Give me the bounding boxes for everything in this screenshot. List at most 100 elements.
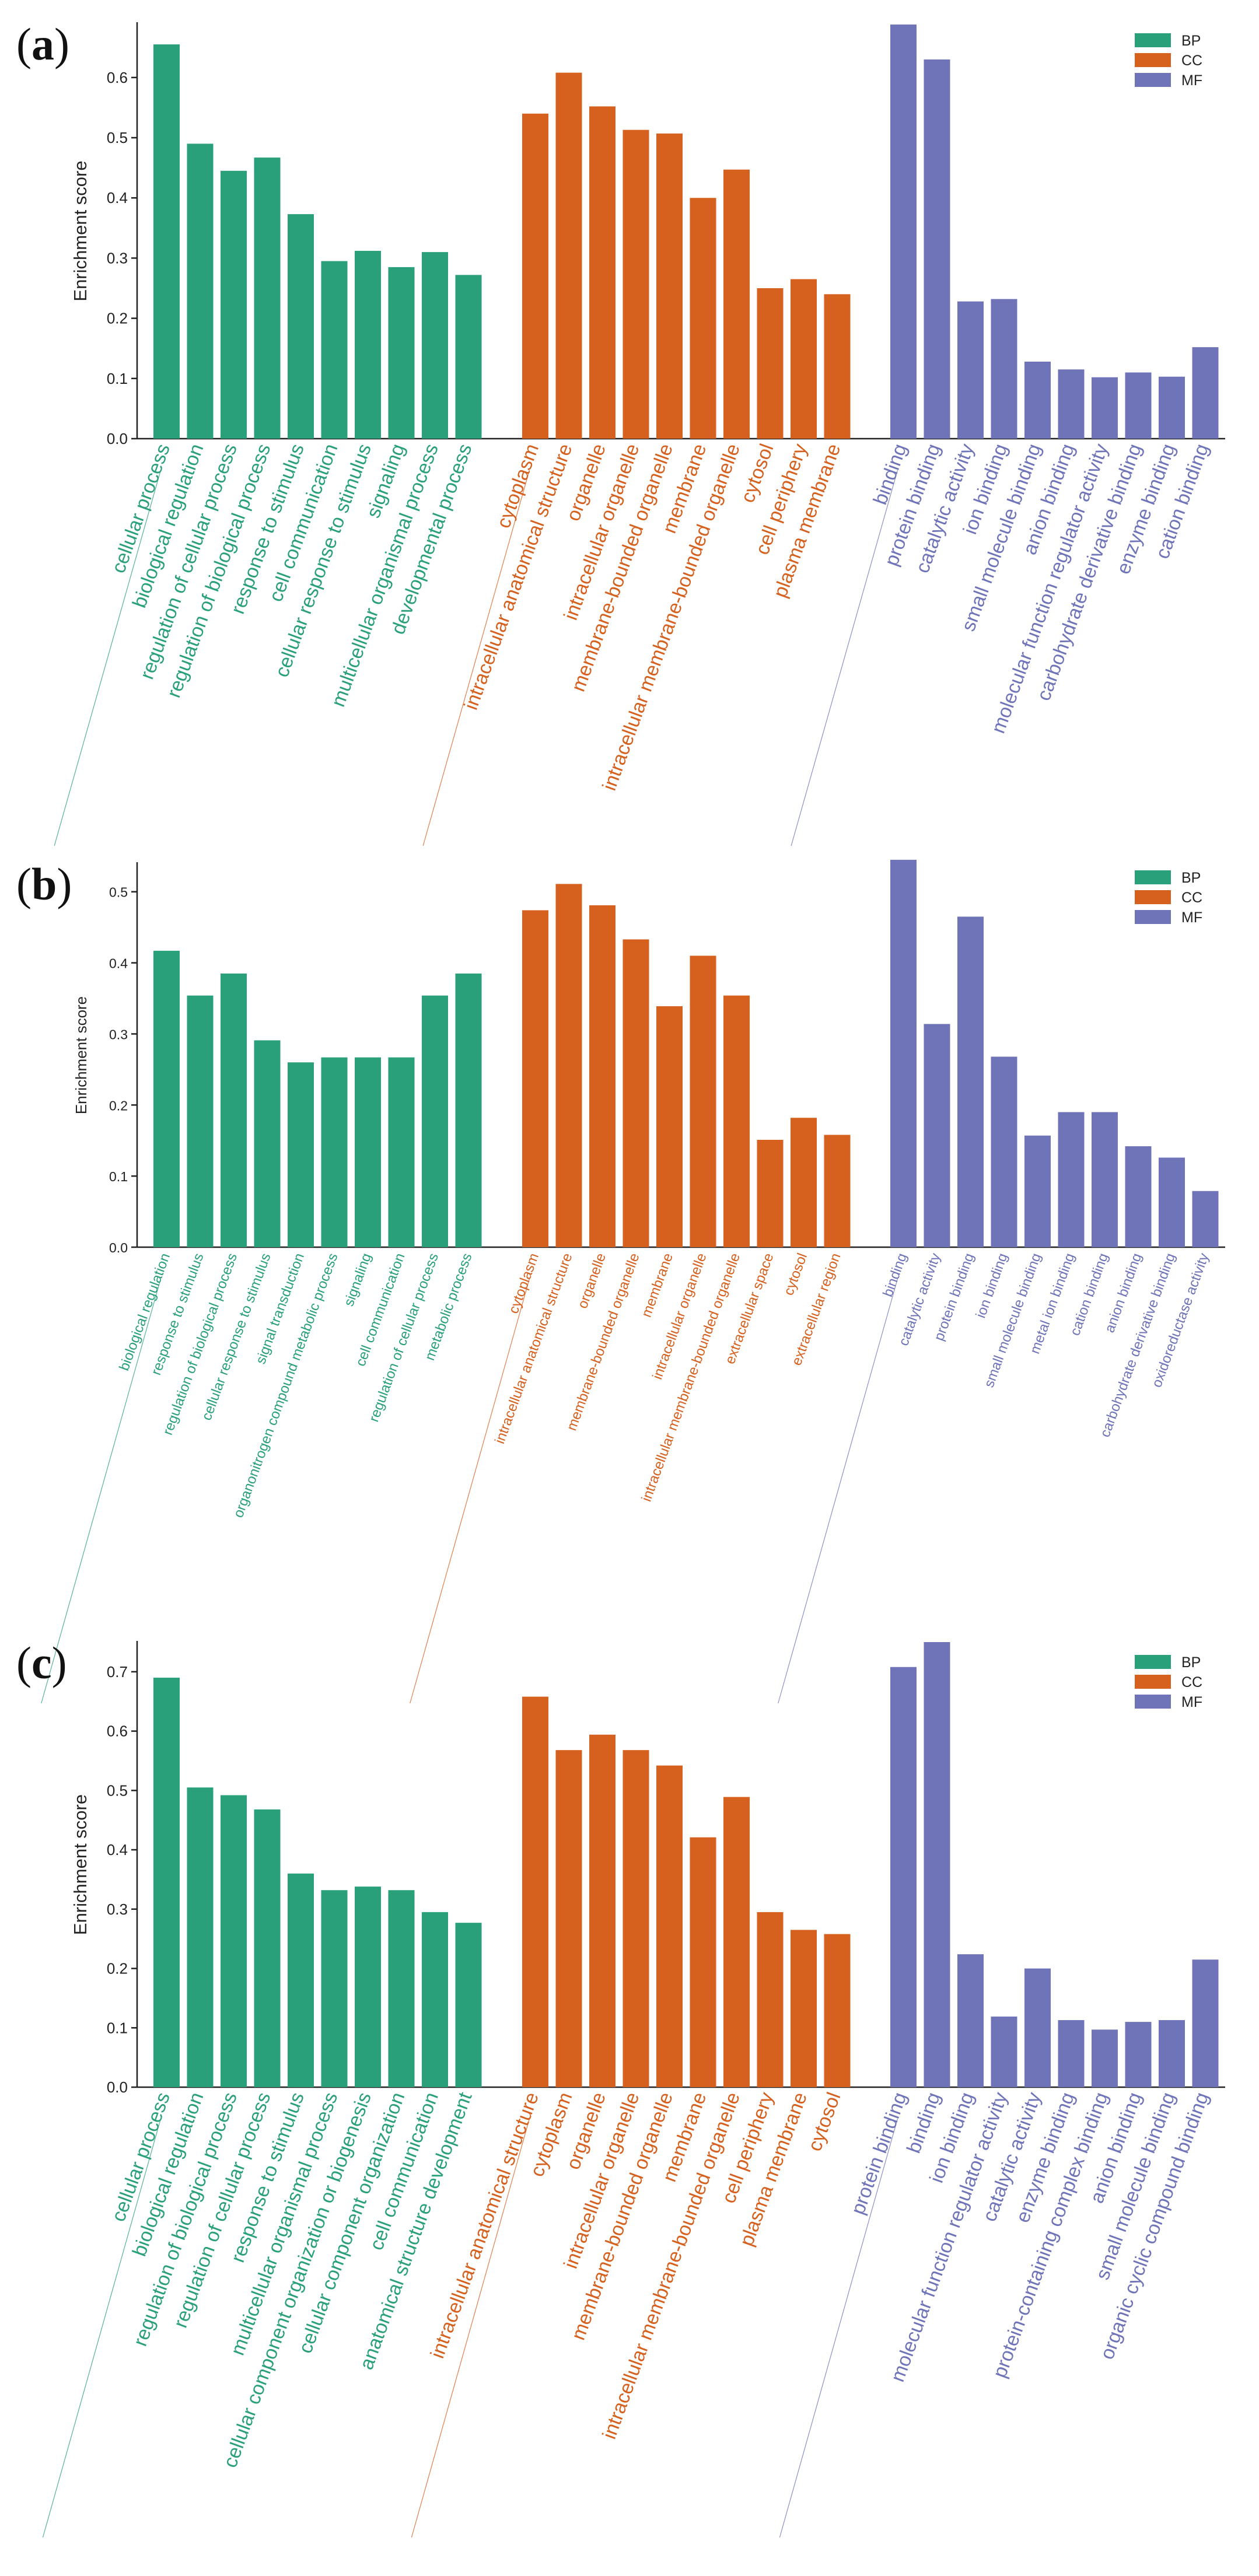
bar: [1024, 1968, 1051, 2087]
y-tick-label: 0.4: [109, 956, 128, 971]
bar: [957, 916, 984, 1247]
bar: [890, 24, 917, 439]
y-tick-label: 0.7: [107, 1663, 128, 1681]
bar: [1125, 2022, 1152, 2087]
bar: [1092, 2029, 1118, 2087]
bar: [991, 2016, 1017, 2087]
bar: [422, 252, 448, 439]
bar: [388, 1890, 415, 2087]
bar: [890, 1667, 917, 2087]
bar: [254, 158, 281, 439]
bar: [656, 133, 683, 439]
bar: [555, 884, 582, 1247]
bar: [355, 1887, 381, 2087]
bar: [254, 1809, 281, 2087]
leader-line: [422, 470, 530, 846]
bar: [924, 1642, 950, 2087]
legend-label-CC: CC: [1181, 52, 1202, 69]
y-axis-label: Enrichment score: [70, 160, 90, 301]
bar: [522, 113, 548, 439]
bar: [690, 956, 716, 1247]
category-label: binding: [880, 1251, 910, 1299]
bar: [355, 251, 381, 439]
category-label: cytosol: [781, 1251, 810, 1297]
bar: [221, 1795, 247, 2087]
bar: [555, 72, 582, 439]
bar: [1024, 361, 1051, 439]
legend-label-MF: MF: [1181, 909, 1202, 926]
legend: BP CC MF: [1135, 1654, 1202, 1710]
panel-b: (b) 0.0 0.1 0.2 0.3 0.4 0.5 Enrichment scorebio…: [16, 859, 1225, 1704]
bar: [522, 910, 548, 1247]
y-tick-label: 0.5: [107, 129, 128, 146]
bar: [1058, 1112, 1085, 1247]
bar: [254, 1040, 281, 1247]
legend-swatch-BP: [1135, 33, 1171, 47]
bar: [757, 1912, 784, 2087]
bar: [455, 1923, 482, 2087]
leader-line: [410, 1278, 530, 1704]
category-label: membrane: [639, 1251, 677, 1320]
legend-label-BP: BP: [1181, 33, 1201, 49]
y-tick-label: 0.0: [107, 430, 128, 447]
y-tick-label: 0.1: [107, 370, 128, 387]
bar: [288, 1062, 314, 1247]
bar: [757, 1140, 784, 1247]
y-tick-label: 0.1: [109, 1169, 128, 1184]
category-label: membrane-bounded organelle: [564, 1251, 642, 1433]
panel-label: (c): [16, 1637, 67, 1688]
bar: [589, 1734, 615, 2087]
legend: BP CC MF: [1135, 870, 1202, 926]
leader-line: [779, 2118, 898, 2538]
bar: [1159, 376, 1185, 439]
bar: [1058, 2020, 1085, 2087]
bar: [1192, 1959, 1219, 2087]
bar: [957, 1954, 984, 2087]
y-tick-label: 0.3: [107, 1901, 128, 1918]
bar: [622, 130, 649, 439]
bar: [791, 279, 817, 439]
leader-line: [41, 1278, 162, 1704]
bar: [355, 1057, 381, 1247]
legend-swatch-MF: [1135, 910, 1171, 924]
leader-line: [791, 470, 898, 846]
bar: [824, 1135, 851, 1247]
y-tick-label: 0.1: [107, 2019, 128, 2036]
series-CC: intracellular anatomical structurecytopl…: [411, 1696, 851, 2538]
bar: [589, 106, 615, 439]
bar: [622, 1750, 649, 2087]
bar: [221, 170, 247, 439]
y-tick-label: 0.3: [109, 1027, 128, 1042]
legend-label-MF: MF: [1181, 1694, 1202, 1710]
bar: [522, 1696, 548, 2087]
category-label: ion binding: [973, 1251, 1011, 1320]
legend-swatch-MF: [1135, 1695, 1171, 1709]
y-tick-label: 0.0: [107, 2078, 128, 2096]
bar: [1058, 369, 1085, 439]
bar: [455, 275, 482, 439]
leader-line: [778, 1278, 898, 1704]
bar: [622, 939, 649, 1247]
y-tick-label: 0.6: [107, 69, 128, 86]
category-label: signaling: [341, 1251, 375, 1308]
bar: [690, 198, 716, 439]
legend-swatch-BP: [1135, 1655, 1171, 1669]
bar: [791, 1118, 817, 1247]
y-tick-label: 0.0: [109, 1240, 128, 1255]
bar: [1125, 372, 1152, 439]
bar: [321, 1057, 348, 1247]
bar: [656, 1765, 683, 2087]
bar: [924, 59, 950, 439]
bar: [589, 905, 615, 1247]
panel-a: (a) 0.0 0.1 0.2 0.3 0.4 0.5 0.6 Enrichment score…: [16, 19, 1225, 846]
bar: [723, 1797, 750, 2087]
bar: [153, 1678, 180, 2087]
category-label: protein binding: [847, 2090, 911, 2217]
bar: [991, 1056, 1017, 1247]
y-tick-label: 0.6: [107, 1723, 128, 1740]
bar: [288, 214, 314, 439]
